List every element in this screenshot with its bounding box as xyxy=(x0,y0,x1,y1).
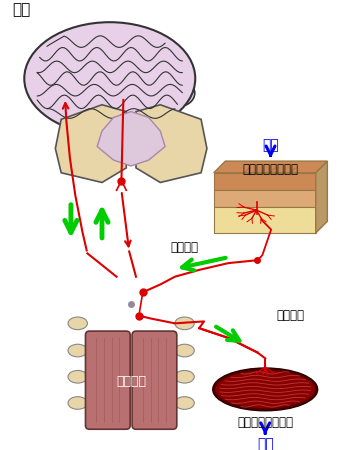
Text: 刺激: 刺激 xyxy=(262,139,279,153)
Ellipse shape xyxy=(68,370,87,383)
Ellipse shape xyxy=(161,80,195,107)
FancyBboxPatch shape xyxy=(132,331,177,429)
Ellipse shape xyxy=(175,317,194,330)
Text: 筋肉（運動器官）: 筋肉（運動器官） xyxy=(237,416,293,429)
Ellipse shape xyxy=(175,370,194,383)
Text: 皮ふ（感覚器官）: 皮ふ（感覚器官） xyxy=(242,163,299,176)
Ellipse shape xyxy=(68,317,87,330)
Text: 反応: 反応 xyxy=(257,437,274,450)
Text: 運動神経: 運動神経 xyxy=(277,309,305,322)
Polygon shape xyxy=(136,105,207,183)
Ellipse shape xyxy=(68,344,87,357)
Ellipse shape xyxy=(110,117,149,138)
Polygon shape xyxy=(316,161,327,233)
Ellipse shape xyxy=(24,22,195,135)
Ellipse shape xyxy=(213,368,318,411)
Ellipse shape xyxy=(175,344,194,357)
Polygon shape xyxy=(55,105,126,183)
Text: 大脳: 大脳 xyxy=(13,2,31,18)
Ellipse shape xyxy=(215,370,316,409)
Polygon shape xyxy=(214,190,316,207)
Ellipse shape xyxy=(68,397,87,410)
Text: 感覚神経: 感覚神経 xyxy=(171,241,199,254)
Polygon shape xyxy=(97,112,165,166)
FancyBboxPatch shape xyxy=(85,331,130,429)
Text: せきずい: せきずい xyxy=(116,375,146,388)
Polygon shape xyxy=(214,161,327,173)
Polygon shape xyxy=(214,207,316,233)
Polygon shape xyxy=(214,173,316,190)
Ellipse shape xyxy=(175,397,194,410)
